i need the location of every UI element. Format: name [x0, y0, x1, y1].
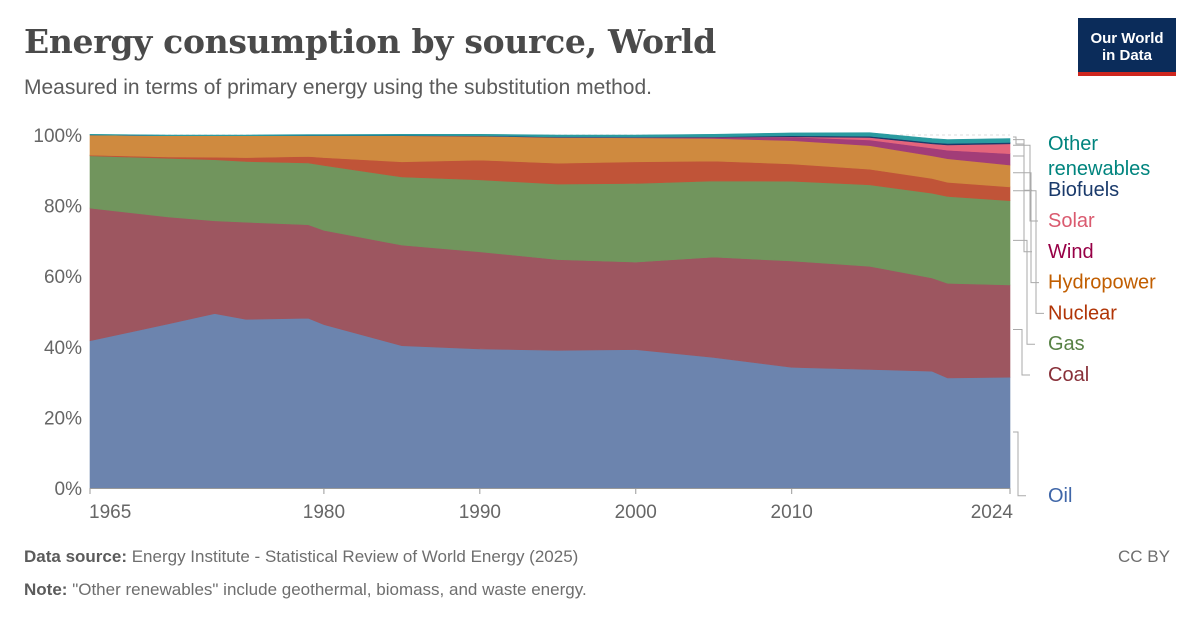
chart-subtitle: Measured in terms of primary energy usin… [24, 76, 652, 99]
legend-label-oil[interactable]: Oil [1048, 485, 1072, 507]
x-tick-label-1965: 1965 [89, 502, 131, 523]
y-tick-label-40: 40% [44, 338, 82, 359]
legend-label-nuclear[interactable]: Nuclear [1048, 302, 1117, 324]
legend-label-biofuels[interactable]: Biofuels [1048, 179, 1119, 201]
legend-label-other-renewables-line1[interactable]: Other [1048, 133, 1098, 155]
x-axis: 1965 1980 1990 2000 2010 2024 [89, 488, 1013, 523]
y-axis: 0% 20% 40% 60% 80% 100% [33, 126, 82, 500]
source-text: Energy Institute - Statistical Review of… [131, 547, 579, 566]
note-text: "Other renewables" include geothermal, b… [72, 580, 587, 599]
y-tick-label-0: 0% [55, 479, 83, 500]
legend-label-other-renewables-line2[interactable]: renewables [1048, 158, 1150, 180]
area-layers [89, 132, 1011, 489]
x-tick-label-2010: 2010 [771, 502, 813, 523]
legend-connector-oil [1013, 431, 1026, 497]
legend-connector-other-renewables [1013, 136, 1024, 145]
legend-connector-gas [1013, 239, 1035, 345]
chart-title: Energy consumption by source, World [24, 22, 716, 61]
x-tick-label-1980: 1980 [303, 502, 345, 523]
x-tick-label-1990: 1990 [459, 502, 501, 523]
legend-connector-hydropower [1013, 172, 1039, 284]
legend-connector-nuclear [1013, 190, 1044, 314]
legend-connector-wind [1013, 155, 1032, 253]
x-tick-label-2000: 2000 [615, 502, 657, 523]
legend-label-hydropower[interactable]: Hydropower [1048, 272, 1156, 294]
legend-connector-biofuels [1013, 139, 1032, 191]
source-line: Data source: Energy Institute - Statisti… [24, 547, 578, 567]
area-other-renewables[interactable] [89, 132, 1011, 144]
logo-line-1: Our World [1090, 30, 1164, 47]
legend-connector-solar [1013, 144, 1038, 222]
legend-label-wind[interactable]: Wind [1048, 241, 1094, 263]
legend-label-gas[interactable]: Gas [1048, 333, 1085, 355]
legend-connector-coal [1013, 329, 1030, 376]
y-tick-label-20: 20% [44, 408, 82, 429]
y-tick-label-100: 100% [33, 126, 82, 147]
legend-label-solar[interactable]: Solar [1048, 210, 1095, 232]
owid-logo[interactable]: Our World in Data [1078, 18, 1176, 76]
license-link[interactable]: CC BY [1118, 547, 1170, 566]
y-tick-label-80: 80% [44, 197, 82, 218]
y-tick-label-60: 60% [44, 267, 82, 288]
logo-line-2: in Data [1101, 47, 1152, 64]
note-line: Note: "Other renewables" include geother… [24, 580, 587, 600]
x-tick-label-2024: 2024 [971, 502, 1014, 523]
legend-label-coal[interactable]: Coal [1048, 364, 1089, 386]
note-label: Note: [24, 580, 68, 599]
source-label: Data source: [24, 547, 127, 566]
